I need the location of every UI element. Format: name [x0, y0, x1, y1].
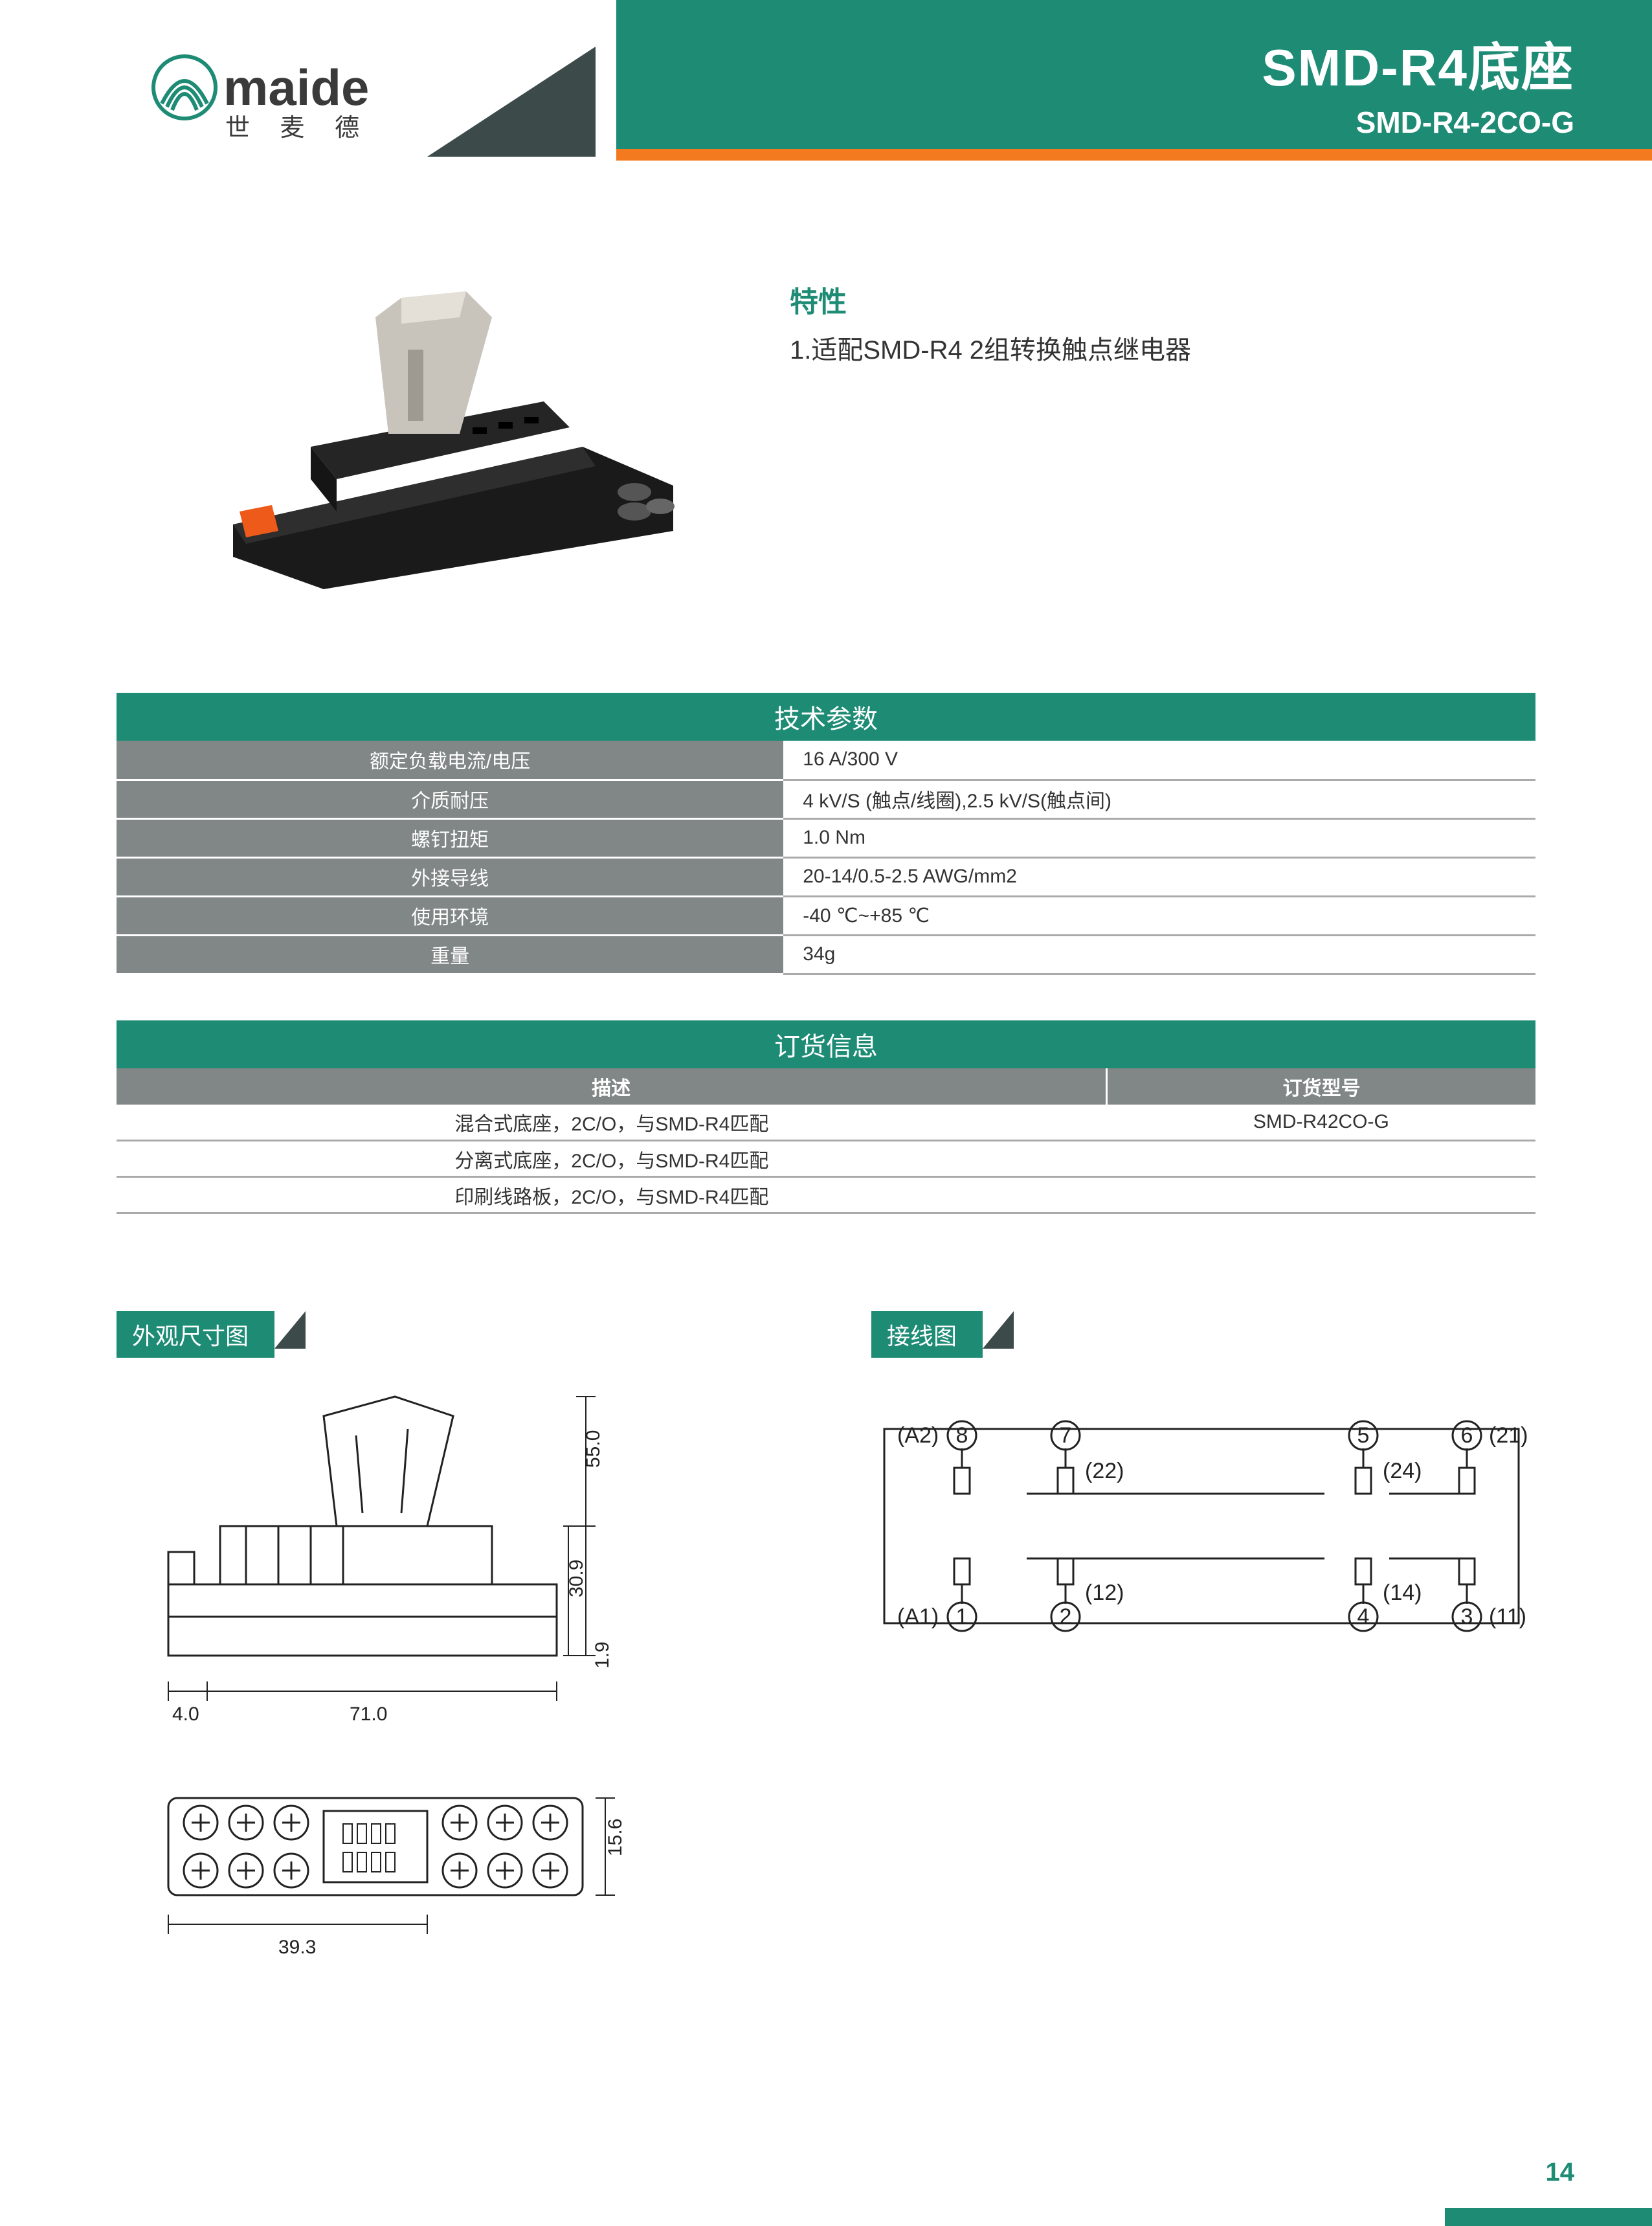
spec-label: 使用环境: [117, 896, 783, 935]
svg-text:71.0: 71.0: [350, 1703, 387, 1725]
order-desc: 分离式底座，2C/O，与SMD-R4匹配: [117, 1141, 1107, 1177]
dimension-diagram: 4.0 71.0 55.0 30.9 1.9: [117, 1384, 781, 1996]
svg-text:8: 8: [956, 1423, 968, 1448]
spec-row: 介质耐压4 kV/S (触点/线圈),2.5 kV/S(触点间): [117, 780, 1535, 818]
spec-value: 34g: [783, 935, 1535, 974]
svg-text:5: 5: [1357, 1423, 1370, 1448]
svg-text:4.0: 4.0: [172, 1703, 199, 1725]
page-subtitle: SMD-R4-2CO-G: [616, 105, 1574, 140]
spec-label: 介质耐压: [117, 780, 783, 818]
svg-text:(A1): (A1): [897, 1604, 939, 1629]
spec-value: 16 A/300 V: [783, 741, 1535, 780]
spec-row: 重量34g: [117, 935, 1535, 974]
svg-text:4: 4: [1357, 1604, 1370, 1629]
dimension-tag: 外观尺寸图: [117, 1311, 274, 1358]
svg-text:(14): (14): [1383, 1580, 1422, 1605]
wiring-diagram-col: 接线图 8 (A2) 7 (22) 5 (24) 6 (21) 1 (A1) 2 (12) 4 (14)…: [871, 1311, 1535, 1996]
svg-text:(22): (22): [1085, 1459, 1124, 1483]
spec-value: -40 ℃~+85 ℃: [783, 896, 1535, 935]
features-heading: 特性: [790, 278, 1191, 320]
product-image: [181, 253, 712, 615]
order-desc: 混合式底座，2C/O，与SMD-R4匹配: [117, 1105, 1107, 1141]
spec-row: 螺钉扭矩1.0 Nm: [117, 818, 1535, 857]
wiring-diagram: 8 (A2) 7 (22) 5 (24) 6 (21) 1 (A1) 2 (12) 4 (14) 3 (11…: [871, 1384, 1535, 1746]
brand-logo: maide 世 麦 德: [149, 52, 427, 155]
spec-label: 重量: [117, 935, 783, 974]
tech-spec-table: 额定负载电流/电压16 A/300 V介质耐压4 kV/S (触点/线圈),2.…: [117, 741, 1535, 975]
order-info-table: 描述订货型号 混合式底座，2C/O，与SMD-R4匹配SMD-R42CO-G分离…: [117, 1068, 1535, 1215]
dimension-diagram-col: 外观尺寸图: [117, 1311, 781, 1996]
svg-text:(A2): (A2): [897, 1423, 939, 1448]
page-number: 14: [1546, 2158, 1575, 2187]
order-row: 印刷线路板，2C/O，与SMD-R4匹配: [117, 1177, 1535, 1213]
header-banner: SMD-R4底座 SMD-R4-2CO-G: [616, 0, 1652, 149]
order-info-header: 订货信息: [117, 1020, 1535, 1068]
page: SMD-R4底座 SMD-R4-2CO-G maide 世 麦 德: [0, 0, 1652, 2226]
product-row: 特性 1.适配SMD-R4 2组转换触点继电器: [117, 253, 1535, 615]
svg-text:39.3: 39.3: [278, 1937, 316, 1958]
svg-text:1: 1: [956, 1604, 968, 1629]
order-col-header: 描述: [117, 1068, 1107, 1105]
svg-text:(12): (12): [1085, 1580, 1124, 1605]
order-model: SMD-R42CO-G: [1107, 1105, 1535, 1141]
svg-text:55.0: 55.0: [583, 1430, 604, 1468]
brand-name-en: maide: [223, 59, 369, 116]
svg-text:3: 3: [1461, 1604, 1473, 1629]
svg-text:(21): (21): [1489, 1423, 1528, 1448]
wiring-tag: 接线图: [871, 1311, 983, 1358]
features-block: 特性 1.适配SMD-R4 2组转换触点继电器: [790, 278, 1191, 615]
svg-text:1.9: 1.9: [592, 1641, 613, 1669]
svg-text:7: 7: [1060, 1423, 1072, 1448]
diagrams-row: 外观尺寸图: [117, 1311, 1535, 1996]
spec-row: 外接导线20-14/0.5-2.5 AWG/mm2: [117, 857, 1535, 896]
svg-text:30.9: 30.9: [566, 1560, 587, 1597]
accent-stripe: [616, 149, 1652, 161]
svg-text:2: 2: [1060, 1604, 1072, 1629]
spec-label: 外接导线: [117, 857, 783, 896]
order-desc: 印刷线路板，2C/O，与SMD-R4匹配: [117, 1177, 1107, 1213]
order-row: 分离式底座，2C/O，与SMD-R4匹配: [117, 1141, 1535, 1177]
spec-row: 使用环境-40 ℃~+85 ℃: [117, 896, 1535, 935]
svg-text:6: 6: [1461, 1423, 1473, 1448]
page-title: SMD-R4底座: [616, 26, 1574, 101]
order-model: [1107, 1141, 1535, 1177]
spec-label: 额定负载电流/电压: [117, 741, 783, 780]
order-col-header: 订货型号: [1107, 1068, 1535, 1105]
header-slash-icon: [427, 47, 596, 157]
tech-spec-header: 技术参数: [117, 693, 1535, 741]
svg-text:(11): (11): [1489, 1604, 1526, 1629]
brand-name-cn: 世 麦 德: [225, 115, 371, 142]
spec-row: 额定负载电流/电压16 A/300 V: [117, 741, 1535, 780]
svg-text:15.6: 15.6: [605, 1819, 626, 1856]
feature-item: 1.适配SMD-R4 2组转换触点继电器: [790, 329, 1191, 366]
spec-value: 1.0 Nm: [783, 818, 1535, 857]
page-number-stripe: [1445, 2208, 1652, 2226]
spec-value: 4 kV/S (触点/线圈),2.5 kV/S(触点间): [783, 780, 1535, 818]
svg-text:(24): (24): [1383, 1459, 1422, 1483]
order-row: 混合式底座，2C/O，与SMD-R4匹配SMD-R42CO-G: [117, 1105, 1535, 1141]
spec-label: 螺钉扭矩: [117, 818, 783, 857]
spec-value: 20-14/0.5-2.5 AWG/mm2: [783, 857, 1535, 896]
content: 特性 1.适配SMD-R4 2组转换触点继电器 技术参数 额定负载电流/电压16…: [117, 253, 1535, 1996]
order-model: [1107, 1177, 1535, 1213]
